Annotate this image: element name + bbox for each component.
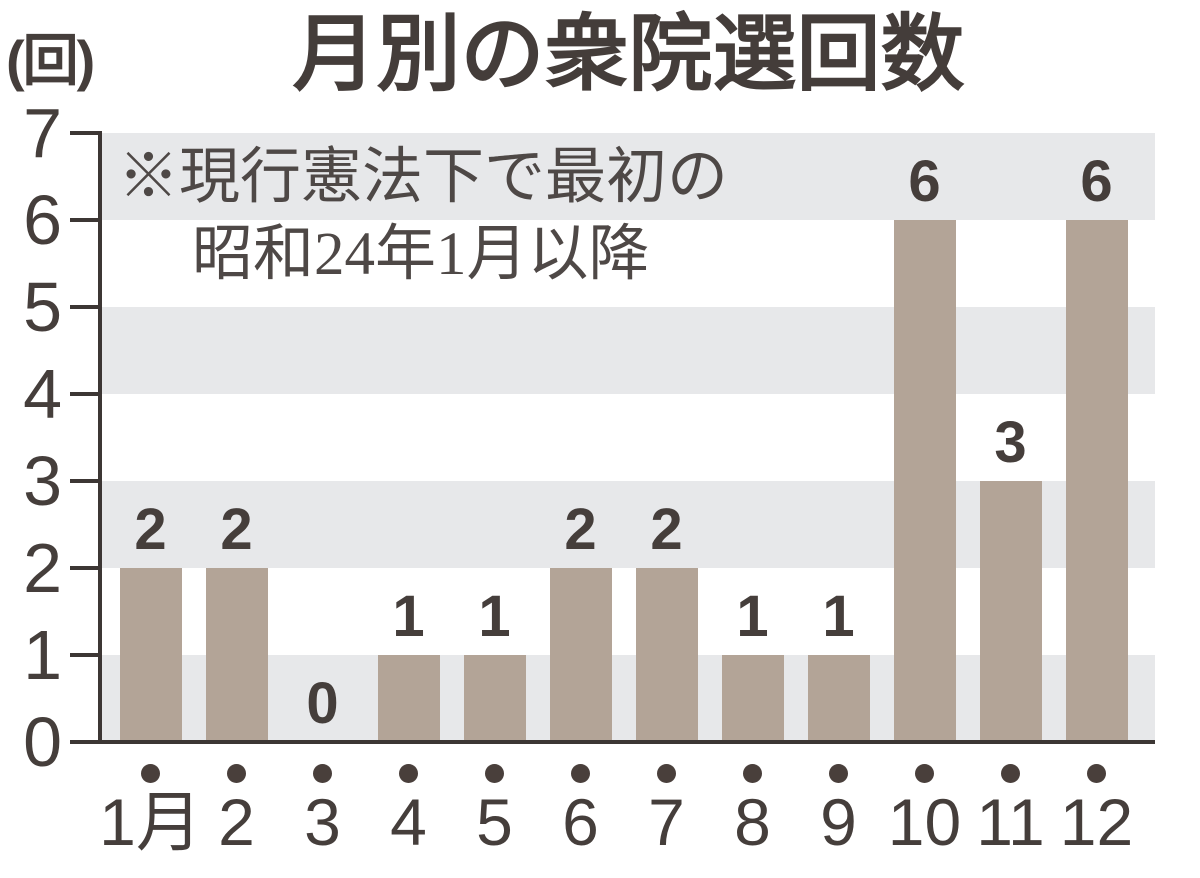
y-tick-4 (70, 392, 102, 396)
bar-value-label-month-9: 1 (822, 584, 855, 649)
bar-value-label-month-6: 2 (564, 497, 597, 562)
y-tick-label-6: 6 (23, 181, 62, 259)
bar-month-10 (893, 220, 956, 742)
y-tick-3 (70, 479, 102, 483)
x-tick-dot-month-1 (141, 764, 160, 783)
x-tick-dot-month-10 (915, 764, 934, 783)
y-axis-unit-label: (回) (6, 29, 95, 92)
bar-month-2 (205, 568, 268, 742)
x-tick-dot-month-8 (743, 764, 762, 783)
bar-month-12 (1065, 220, 1128, 742)
y-tick-label-2: 2 (23, 529, 62, 607)
y-tick-2 (70, 566, 102, 570)
x-axis-label-month-11: 11 (976, 785, 1045, 859)
x-tick-dot-month-3 (313, 764, 332, 783)
x-axis-label-month-3: 3 (304, 785, 341, 859)
annotation-note-line-2: 昭和24年1月以降 (192, 221, 650, 288)
x-tick-dot-month-5 (485, 764, 504, 783)
x-tick-dot-month-7 (657, 764, 676, 783)
annotation-note-line-1: ※現行憲法下で最初の (118, 144, 729, 211)
y-tick-5 (70, 305, 102, 309)
x-tick-dot-month-12 (1087, 764, 1106, 783)
y-tick-label-3: 3 (23, 442, 62, 520)
bar-month-6 (549, 568, 612, 742)
bar-value-label-month-4: 1 (392, 584, 425, 649)
bar-value-label-month-8: 1 (736, 584, 769, 649)
chart-title: 月別の衆院選回数 (292, 7, 965, 101)
x-tick-dot-month-9 (829, 764, 848, 783)
bar-value-label-month-5: 1 (478, 584, 511, 649)
x-tick-dot-month-6 (571, 764, 590, 783)
grid-band-6-7 (102, 133, 1155, 220)
bar-value-label-month-3: 0 (306, 671, 339, 736)
x-axis-label-month-2: 2 (218, 785, 255, 859)
bar-month-4 (377, 655, 440, 742)
y-tick-label-4: 4 (23, 355, 62, 433)
x-axis-label-month-1: 1月 (99, 785, 202, 859)
x-axis-label-month-6: 6 (562, 785, 599, 859)
x-axis-label-month-5: 5 (476, 785, 513, 859)
x-axis-label-month-9: 9 (820, 785, 857, 859)
bar-value-label-month-2: 2 (220, 497, 253, 562)
y-tick-6 (70, 218, 102, 222)
y-tick-label-0: 0 (23, 703, 62, 781)
annotation-note: ※現行憲法下で最初の 昭和24年1月以降 (118, 139, 728, 293)
bar-value-label-month-11: 3 (994, 410, 1027, 475)
x-axis-label-month-8: 8 (734, 785, 771, 859)
y-tick-1 (70, 653, 102, 657)
y-axis-line (98, 133, 102, 744)
x-axis-line (70, 740, 1155, 744)
x-axis-label-month-12: 12 (1059, 785, 1134, 859)
bar-month-5 (463, 655, 526, 742)
y-tick-label-7: 7 (23, 94, 62, 172)
bar-month-9 (807, 655, 870, 742)
bar-value-label-month-10: 6 (908, 149, 941, 214)
y-tick-7 (70, 131, 102, 135)
x-axis-label-month-4: 4 (390, 785, 427, 859)
bar-value-label-month-7: 2 (650, 497, 683, 562)
x-axis-label-month-10: 10 (887, 785, 962, 859)
grid-band-4-5 (102, 307, 1155, 394)
y-tick-label-5: 5 (23, 268, 62, 346)
y-tick-label-1: 1 (23, 616, 62, 694)
bar-month-8 (721, 655, 784, 742)
x-tick-dot-month-4 (399, 764, 418, 783)
bar-month-11 (979, 481, 1042, 742)
x-tick-dot-month-11 (1001, 764, 1020, 783)
bar-month-1 (119, 568, 182, 742)
bar-value-label-month-12: 6 (1080, 149, 1113, 214)
x-tick-dot-month-2 (227, 764, 246, 783)
x-axis-label-month-7: 7 (648, 785, 685, 859)
bar-value-label-month-1: 2 (134, 497, 167, 562)
bar-month-7 (635, 568, 698, 742)
